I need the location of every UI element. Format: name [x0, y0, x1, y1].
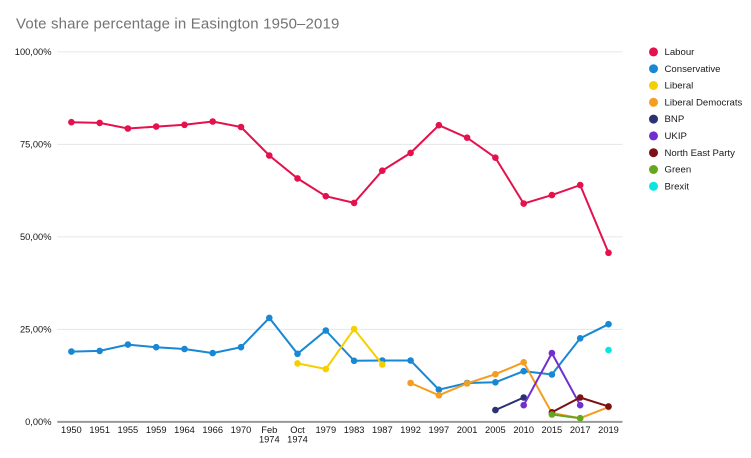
svg-text:1987: 1987 [372, 425, 393, 435]
svg-text:North East Party: North East Party [665, 148, 736, 159]
svg-text:Conservative: Conservative [665, 64, 721, 75]
svg-text:Feb: Feb [261, 425, 277, 435]
svg-text:1951: 1951 [89, 425, 110, 435]
svg-text:Labour: Labour [665, 47, 696, 58]
svg-text:BNP: BNP [665, 114, 685, 125]
svg-text:100,00%: 100,00% [15, 47, 52, 57]
svg-text:Liberal Democrats: Liberal Democrats [665, 97, 743, 108]
svg-text:1970: 1970 [231, 425, 252, 435]
svg-text:1992: 1992 [400, 425, 421, 435]
svg-text:Liberal: Liberal [665, 81, 694, 92]
svg-text:1974: 1974 [259, 435, 280, 445]
svg-text:75,00%: 75,00% [20, 140, 52, 150]
svg-text:UKIP: UKIP [665, 131, 687, 142]
svg-text:Green: Green [665, 165, 692, 176]
svg-text:1983: 1983 [344, 425, 365, 435]
svg-text:1979: 1979 [315, 425, 336, 435]
svg-text:1964: 1964 [174, 425, 195, 435]
svg-text:50,00%: 50,00% [20, 232, 52, 242]
svg-text:1959: 1959 [146, 425, 167, 435]
svg-text:2005: 2005 [485, 425, 506, 435]
svg-text:1974: 1974 [287, 435, 308, 445]
svg-text:1950: 1950 [61, 425, 82, 435]
svg-text:Brexit: Brexit [665, 181, 690, 192]
svg-text:2017: 2017 [570, 425, 591, 435]
svg-text:0,00%: 0,00% [25, 417, 51, 427]
svg-text:2019: 2019 [598, 425, 619, 435]
svg-text:1997: 1997 [429, 425, 450, 435]
svg-text:2010: 2010 [513, 425, 534, 435]
svg-text:25,00%: 25,00% [20, 325, 52, 335]
svg-text:Vote share percentage in Easin: Vote share percentage in Easington 1950–… [16, 16, 340, 33]
svg-text:Oct: Oct [290, 425, 305, 435]
svg-text:1955: 1955 [118, 425, 139, 435]
svg-text:2001: 2001 [457, 425, 478, 435]
svg-text:1966: 1966 [202, 425, 223, 435]
svg-text:2015: 2015 [542, 425, 563, 435]
